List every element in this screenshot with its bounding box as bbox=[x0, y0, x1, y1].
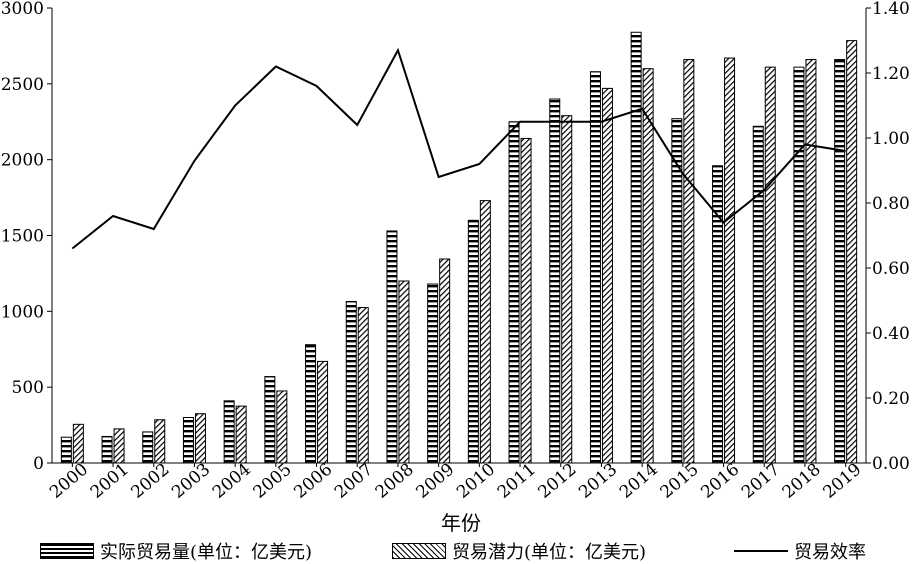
x-tick-label: 2008 bbox=[372, 460, 418, 503]
bar-potential bbox=[318, 361, 328, 463]
y-right-tick-label: 1.40 bbox=[872, 0, 910, 19]
bar-potential bbox=[155, 420, 165, 463]
y-right-tick-label: 0.60 bbox=[872, 259, 910, 279]
x-tick-label: 2005 bbox=[250, 460, 296, 503]
axes bbox=[47, 8, 871, 467]
x-tick-label: 2017 bbox=[738, 460, 784, 503]
legend-item-efficiency: 贸易效率 bbox=[734, 538, 866, 564]
legend-item-actual: 实际贸易量(单位：亿美元) bbox=[40, 538, 312, 564]
x-tick-label: 2006 bbox=[290, 460, 336, 503]
x-tick-label: 2009 bbox=[412, 460, 458, 503]
x-tick-label: 2018 bbox=[779, 460, 825, 503]
bar-potential bbox=[806, 60, 816, 463]
x-tick-label: 2016 bbox=[697, 460, 743, 503]
bar-potential bbox=[399, 281, 409, 463]
x-tick-label: 2004 bbox=[209, 460, 255, 503]
y-right-tick-label: 1.00 bbox=[872, 129, 910, 149]
bar-potential bbox=[765, 67, 775, 463]
y-right-tick-label: 0.40 bbox=[872, 324, 910, 344]
bar-potential bbox=[236, 406, 246, 463]
bar-actual bbox=[306, 345, 316, 463]
bar-potential bbox=[521, 138, 531, 463]
bar-actual bbox=[102, 436, 112, 463]
bar-actual bbox=[631, 32, 641, 463]
x-tick-label: 2013 bbox=[575, 460, 621, 503]
bar-actual bbox=[468, 220, 478, 463]
y-right-tick-label: 0.80 bbox=[872, 194, 910, 214]
x-tick-label: 2002 bbox=[128, 460, 174, 503]
x-tick-label: 2000 bbox=[46, 460, 92, 503]
bar-potential bbox=[684, 60, 694, 463]
y-right-tick-label: 0.00 bbox=[872, 454, 910, 474]
y-left-tick-label: 500 bbox=[12, 378, 44, 398]
x-tick-label: 2003 bbox=[168, 460, 214, 503]
bar-actual bbox=[550, 99, 560, 463]
bar-actual bbox=[143, 432, 153, 463]
bar-potential bbox=[195, 414, 205, 463]
x-tick-label: 2019 bbox=[819, 460, 865, 503]
bar-actual bbox=[509, 122, 519, 463]
bar-potential bbox=[114, 429, 124, 463]
legend-label-actual: 实际贸易量(单位：亿美元) bbox=[100, 538, 312, 564]
y-left-tick-label: 2500 bbox=[1, 75, 44, 95]
bar-potential bbox=[73, 424, 83, 463]
bar-actual bbox=[428, 284, 438, 463]
bar-actual bbox=[835, 60, 845, 463]
y-right-tick-label: 1.20 bbox=[872, 64, 910, 84]
legend-label-efficiency: 贸易效率 bbox=[794, 538, 866, 564]
bar-potential bbox=[562, 116, 572, 463]
y-left-tick-label: 1500 bbox=[1, 227, 44, 247]
bar-actual bbox=[590, 72, 600, 463]
x-tick-label: 2001 bbox=[87, 460, 133, 503]
bar-actual bbox=[61, 437, 71, 463]
bar-potential bbox=[440, 259, 450, 463]
bar-potential bbox=[643, 69, 653, 463]
bar-potential bbox=[277, 391, 287, 463]
y-right-tick-label: 0.20 bbox=[872, 389, 910, 409]
bars bbox=[61, 32, 856, 463]
bar-actual bbox=[753, 126, 763, 463]
bar-actual bbox=[794, 67, 804, 463]
bar-potential bbox=[847, 41, 857, 463]
bar-actual bbox=[346, 301, 356, 463]
y-left-tick-label: 1000 bbox=[1, 302, 44, 322]
x-tick-label: 2011 bbox=[494, 460, 540, 503]
y-left-tick-label: 2000 bbox=[1, 151, 44, 171]
x-tick-label: 2014 bbox=[616, 460, 662, 503]
bar-actual bbox=[387, 231, 397, 463]
bar-actual bbox=[183, 418, 193, 464]
legend-swatch-efficiency bbox=[734, 550, 788, 552]
bar-potential bbox=[480, 201, 490, 463]
legend-label-potential: 贸易潜力(单位：亿美元) bbox=[452, 538, 646, 564]
legend-swatch-actual bbox=[40, 543, 94, 559]
legend-item-potential: 贸易潜力(单位：亿美元) bbox=[392, 538, 646, 564]
y-left-tick-label: 3000 bbox=[1, 0, 44, 19]
x-tick-label: 2007 bbox=[331, 460, 377, 503]
x-tick-label: 2010 bbox=[453, 460, 499, 503]
x-tick-label: 2012 bbox=[535, 460, 581, 503]
bar-actual bbox=[265, 377, 275, 463]
bar-potential bbox=[358, 308, 368, 463]
bar-actual bbox=[224, 401, 234, 463]
x-tick-label: 2015 bbox=[657, 460, 703, 503]
legend-swatch-potential bbox=[392, 543, 446, 559]
bar-potential bbox=[725, 58, 735, 463]
y-left-tick-label: 0 bbox=[33, 454, 44, 474]
x-axis-label: 年份 bbox=[441, 511, 481, 535]
legend: 实际贸易量(单位：亿美元) 贸易潜力(单位：亿美元) 贸易效率 bbox=[0, 538, 921, 560]
bar-potential bbox=[602, 88, 612, 463]
